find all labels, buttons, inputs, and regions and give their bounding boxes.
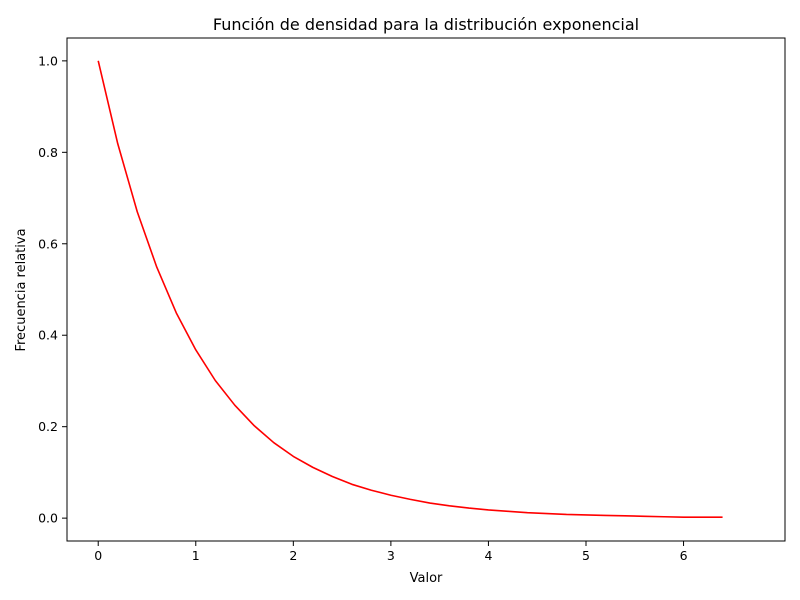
y-tick-label: 0.4 <box>38 328 58 343</box>
plot-area: 0 1 2 3 4 5 6 0.0 0.2 0.4 0.6 0.8 1.0 <box>38 37 786 563</box>
axes-frame <box>66 37 786 542</box>
series-line <box>97 60 723 519</box>
x-tick-label: 0 <box>94 548 102 563</box>
y-axis-label: Frecuencia relativa <box>14 228 29 351</box>
y-tick-label: 0.2 <box>38 419 58 434</box>
x-tick-label: 6 <box>680 548 688 563</box>
x-tick-label: 3 <box>387 548 395 563</box>
x-tick-label: 5 <box>582 548 590 563</box>
y-axis: 0.0 0.2 0.4 0.6 0.8 1.0 <box>38 53 67 526</box>
x-axis: 0 1 2 3 4 5 6 <box>94 541 688 563</box>
chart-title: Función de densidad para la distribución… <box>213 15 639 34</box>
x-tick-label: 1 <box>192 548 200 563</box>
series-lines <box>97 60 723 519</box>
y-tick-label: 0.0 <box>38 511 58 526</box>
x-tick-label: 2 <box>289 548 297 563</box>
y-tick-label: 0.6 <box>38 236 58 251</box>
y-tick-label: 0.8 <box>38 145 58 160</box>
x-axis-label: Valor <box>410 571 443 586</box>
y-tick-label: 1.0 <box>38 53 58 68</box>
x-tick-label: 4 <box>484 548 492 563</box>
